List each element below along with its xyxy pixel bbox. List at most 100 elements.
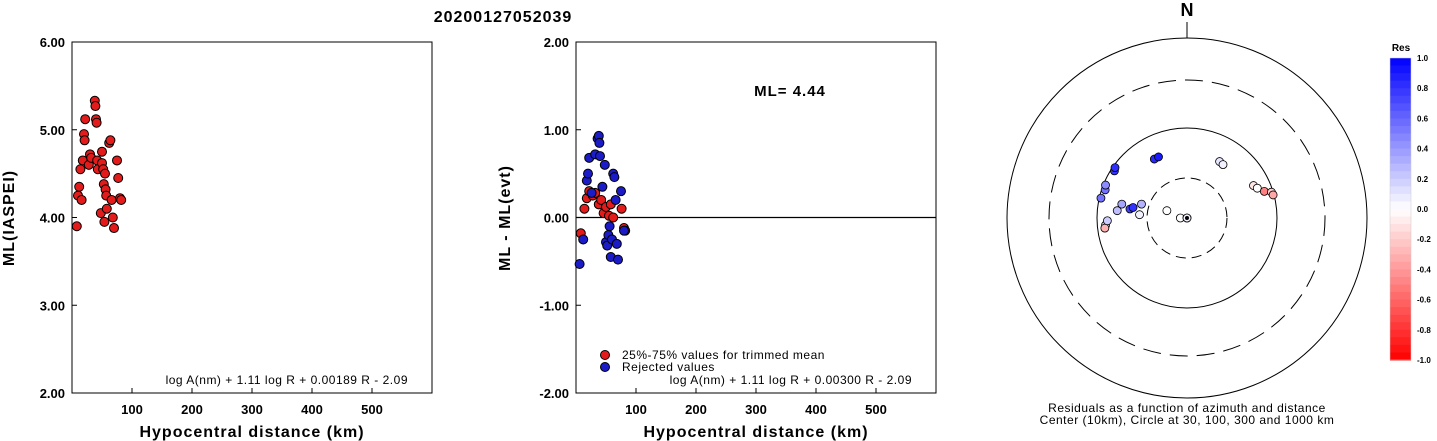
colorbar-segment: [1390, 171, 1411, 180]
residual-chart-point: [608, 212, 619, 223]
residual-chart-point: [610, 194, 621, 205]
ml-chart-xtick-label: 500: [361, 402, 383, 417]
polar-rings: [1006, 37, 1368, 399]
polar-point: [1101, 180, 1110, 190]
colorbar-title: Res: [1392, 43, 1411, 54]
ml-chart-point: [116, 194, 127, 205]
ring-100km: [1096, 127, 1278, 309]
residual-chart-point: [583, 168, 593, 179]
residual-chart-ytick-label: -1.00: [539, 298, 569, 313]
colorbar-segment: [1390, 224, 1411, 233]
colorbar-tick-label: 0.6: [1417, 114, 1429, 123]
colorbar-segment: [1390, 269, 1411, 278]
polar-caption-line1: Residuals as a function of azimuth and d…: [1048, 401, 1326, 415]
polar-chart: N Residuals as a function of azimuth and…: [1006, 0, 1368, 427]
residual-chart-ytick-label: 2.00: [544, 35, 569, 50]
polar-point: [1154, 152, 1163, 162]
residual-chart-ytick-label: 0.00: [544, 211, 569, 226]
ml-chart-xtick-label: 300: [241, 402, 263, 417]
residual-chart-point: [616, 203, 627, 214]
colorbar-segment: [1390, 329, 1411, 338]
colorbar-gradient: 1.0 0.8 0.6 0.4 0.2 0.0 -0.2 -0.4 -0.6 -0.8 -1.0: [1389, 54, 1431, 365]
ring-30km: [1146, 177, 1228, 259]
figure-title: 20200127052039: [434, 9, 573, 26]
colorbar-segment: [1390, 65, 1411, 74]
ml-chart-point: [75, 164, 86, 175]
ml-chart-point: [101, 203, 112, 214]
residual-chart-ytick-label: 1.00: [544, 123, 569, 138]
colorbar-segment: [1390, 141, 1411, 150]
polar-point: [1137, 199, 1146, 209]
colorbar-segment: [1390, 163, 1411, 172]
residual-chart-point: [609, 172, 620, 183]
north-label: N: [1181, 0, 1194, 20]
colorbar-tick-label: -0.8: [1417, 326, 1431, 335]
colorbar-segment: [1390, 103, 1411, 112]
epicenter-marker: [1185, 216, 1189, 220]
ml-chart-point: [107, 212, 118, 223]
colorbar-segment: [1390, 307, 1411, 316]
colorbar-segment: [1390, 88, 1411, 97]
colorbar-segment: [1390, 337, 1411, 346]
ml-chart: 100 200 300 400 500 2.00 3.00 4.00 5.00 6.00 log …: [1, 35, 433, 441]
colorbar-segment: [1390, 216, 1411, 225]
colorbar-segment: [1390, 118, 1411, 127]
ml-chart-point: [90, 101, 101, 112]
residual-chart-point: [579, 203, 590, 214]
residual-chart-point: [611, 238, 622, 249]
polar-point: [1162, 206, 1172, 216]
polar-point: [1112, 206, 1122, 216]
colorbar-segment: [1390, 125, 1411, 135]
colorbar-segment: [1390, 186, 1411, 195]
colorbar-segment: [1390, 231, 1411, 240]
ml-chart-ytick-label: 3.00: [40, 298, 65, 313]
ml-chart-xlabel: Hypocentral distance (km): [139, 424, 364, 441]
legend-marker-trimmed: [600, 350, 610, 360]
residual-chart-point: [597, 181, 608, 192]
ml-chart-frame: [71, 41, 433, 394]
colorbar-tick-label: 0.4: [1417, 145, 1429, 154]
residual-chart-xtick-label: 100: [625, 402, 647, 417]
residual-chart-point: [578, 234, 589, 245]
residual-colorbar: Res 1.0 0.8 0.6 0.4 0.2 0.0 -0.2 -0.4 -0.6 -0.8 -1…: [1389, 43, 1431, 365]
ml-chart-xtick-label: 100: [121, 402, 143, 417]
colorbar-segment: [1390, 246, 1411, 255]
polar-point: [1100, 223, 1110, 233]
ml-chart-point: [100, 168, 110, 179]
ml-chart-point: [76, 194, 87, 205]
colorbar-segment: [1390, 352, 1411, 361]
residual-chart-marks: 100 200 300 400 500 -2.00 -1.00 0.00 1.00 2.00: [539, 35, 886, 417]
colorbar-segment: [1390, 209, 1411, 218]
ml-chart-point: [91, 117, 102, 128]
residual-chart-point: [574, 259, 585, 270]
ml-chart-point: [113, 173, 124, 184]
ml-chart-point: [106, 194, 117, 205]
ml-chart-ylabel: ML(IASPEI): [1, 170, 18, 266]
colorbar-segment: [1390, 344, 1411, 354]
ml-chart-point: [105, 135, 116, 146]
colorbar-segment: [1390, 276, 1411, 286]
colorbar-tick-label: -1.0: [1417, 356, 1431, 365]
ml-chart-xtick-label: 400: [301, 402, 323, 417]
colorbar-tick-label: 0.2: [1417, 175, 1429, 184]
legend-label-rejected: Rejected values: [622, 360, 715, 374]
legend-marker-rejected: [600, 362, 610, 372]
residual-chart-point: [594, 137, 605, 148]
ml-chart-formula: log A(nm) + 1.11 log R + 0.00189 R - 2.0…: [166, 373, 408, 387]
residual-chart-xtick-label: 300: [745, 402, 767, 417]
ml-chart-point: [97, 146, 107, 157]
colorbar-tick-label: 1.0: [1417, 54, 1429, 63]
residual-chart-point: [616, 186, 626, 197]
colorbar-segment: [1390, 284, 1411, 293]
colorbar-segment: [1390, 133, 1411, 142]
colorbar-tick-label: -0.6: [1417, 296, 1431, 305]
polar-point: [1096, 193, 1106, 203]
colorbar-segment: [1390, 73, 1411, 82]
colorbar-segment: [1390, 239, 1411, 248]
polar-point: [1110, 163, 1120, 172]
colorbar-outline: [1389, 57, 1412, 361]
polar-point: [1102, 216, 1112, 226]
residual-chart-xtick-label: 200: [685, 402, 707, 417]
polar-point: [1128, 203, 1138, 212]
residual-chart-point: [596, 194, 607, 205]
